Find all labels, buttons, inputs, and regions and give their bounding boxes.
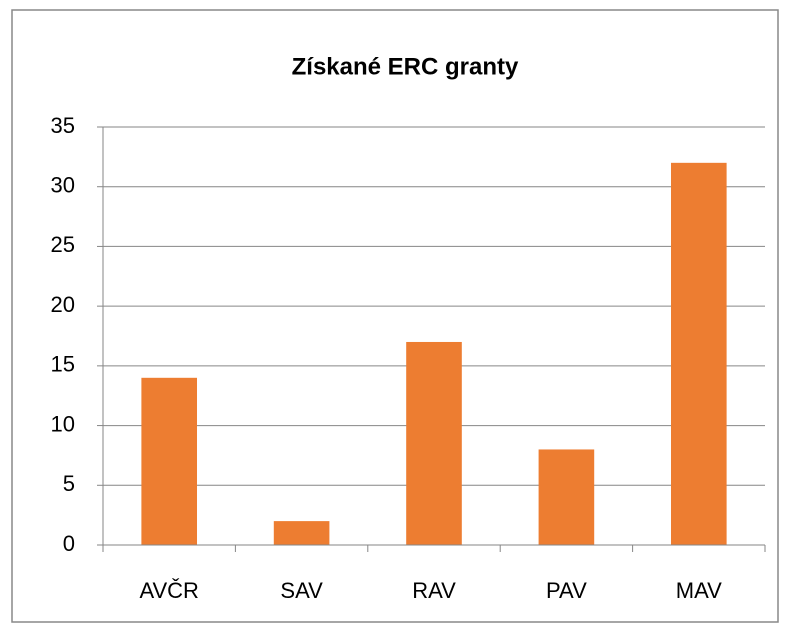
y-tick-label: 20 [51, 292, 75, 317]
bar [670, 162, 727, 546]
x-tick-label: RAV [412, 578, 456, 603]
chart-frame [11, 9, 779, 623]
x-tick-label: MAV [676, 578, 722, 603]
y-tick-label: 15 [51, 352, 75, 377]
y-tick-label: 0 [63, 531, 75, 556]
bar [141, 377, 198, 545]
chart-title: Získané ERC granty [292, 53, 519, 80]
x-tick-label: SAV [280, 578, 323, 603]
y-tick-label: 10 [51, 411, 75, 436]
y-tick-label: 35 [51, 113, 75, 138]
y-tick-label: 5 [63, 471, 75, 496]
x-tick-label: AVČR [139, 578, 199, 603]
y-tick-label: 30 [51, 173, 75, 198]
bar [538, 449, 595, 545]
bar [406, 341, 462, 545]
bar [273, 521, 330, 545]
x-tick-label: PAV [546, 578, 587, 603]
y-tick-label: 25 [51, 232, 75, 257]
